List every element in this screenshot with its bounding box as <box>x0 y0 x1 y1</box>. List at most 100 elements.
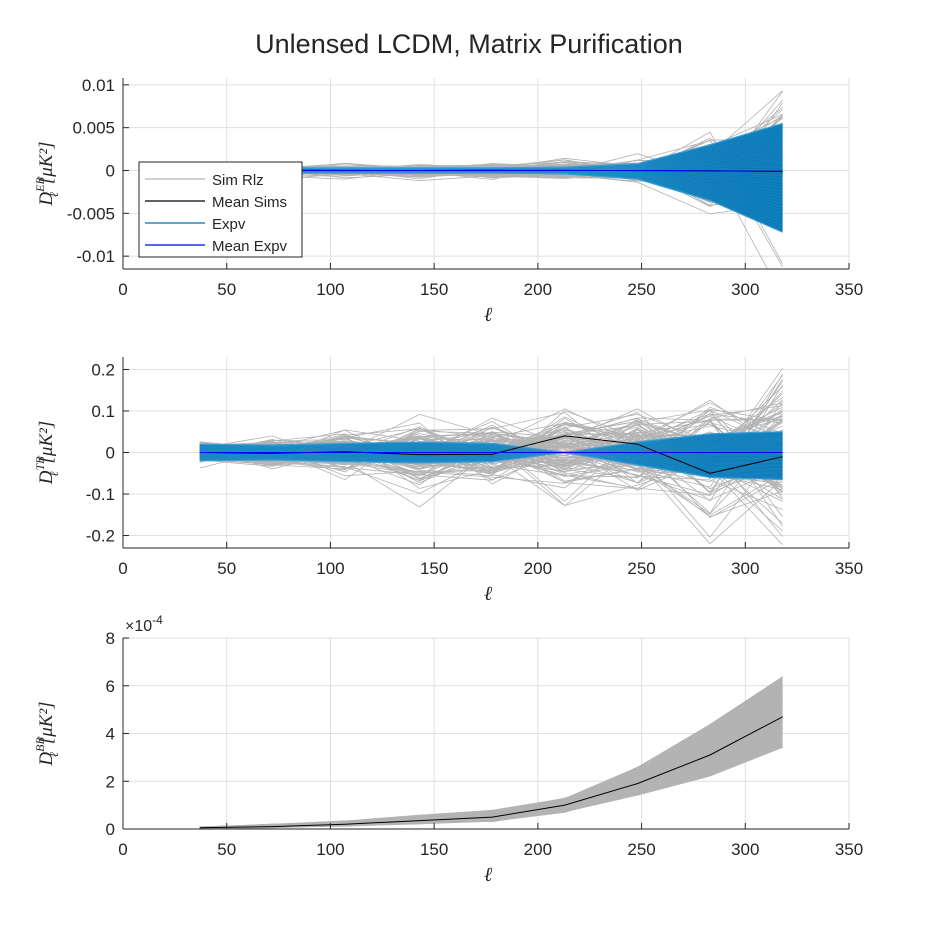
plot-area-tb <box>199 368 783 546</box>
x-tick-label: 350 <box>835 559 863 578</box>
x-tick-label: 200 <box>524 280 552 299</box>
x-tick-label: 250 <box>627 280 655 299</box>
x-tick-label: 300 <box>731 280 759 299</box>
expv-line <box>199 452 783 473</box>
x-tick-label: 150 <box>420 840 448 859</box>
expv-line <box>199 448 783 453</box>
sim-realization-line <box>199 730 783 829</box>
expv-line <box>199 440 783 453</box>
y-tick-label: 0 <box>106 820 115 839</box>
legend-label: Mean Sims <box>212 194 287 211</box>
expv-line <box>199 452 783 466</box>
legend-label: Expv <box>212 216 246 233</box>
y-tick-label: 0 <box>106 162 115 181</box>
plot-area-eb <box>272 90 783 269</box>
x-tick-label: 300 <box>731 559 759 578</box>
x-tick-label: 100 <box>316 280 344 299</box>
y-label-main: D <box>36 192 57 207</box>
legend-label: Mean Expv <box>212 238 288 255</box>
expv-band-edge <box>199 451 783 481</box>
expv-line <box>199 452 783 469</box>
y-exponent-power: -4 <box>152 613 163 627</box>
expv-band-edge <box>199 431 783 454</box>
x-tick-label: 200 <box>524 840 552 859</box>
y-label-sup: EB <box>33 176 47 192</box>
expv-line <box>199 452 783 477</box>
y-label-unit: [μK²] <box>36 141 57 184</box>
expv-line <box>199 450 783 453</box>
expv-line <box>199 452 783 476</box>
x-axis-label: ℓ <box>484 864 493 886</box>
y-label-sup: TB <box>33 456 47 471</box>
expv-line <box>199 452 783 472</box>
y-label-unit: [μK²] <box>36 421 57 464</box>
panel-bb: 0 50 100 150 200 250 300 35002468×10-4ℓDBBℓ[μK²… <box>33 613 863 886</box>
x-tick-label: 150 <box>420 559 448 578</box>
y-tick-label: 0.01 <box>82 76 115 95</box>
x-axis-label: ℓ <box>484 304 493 326</box>
x-tick-label: 300 <box>731 840 759 859</box>
x-tick-label: 200 <box>524 559 552 578</box>
sim-realization-line <box>199 692 783 828</box>
x-tick-label: 100 <box>316 559 344 578</box>
legend-label: Sim Rlz <box>212 172 264 189</box>
x-tick-label: 0 <box>118 280 127 299</box>
expv-line <box>199 436 783 453</box>
expv-line <box>199 441 783 453</box>
expv-line <box>199 452 783 461</box>
x-tick-label: 350 <box>835 280 863 299</box>
expv-line <box>199 452 783 464</box>
expv-line <box>199 452 783 471</box>
y-label-sub: ℓ <box>47 471 61 476</box>
y-label-sub: ℓ <box>47 752 61 757</box>
expv-line <box>199 437 783 453</box>
y-label-sup: BB <box>33 736 47 751</box>
y-label-unit: [μK²] <box>36 701 57 744</box>
x-tick-label: 250 <box>627 840 655 859</box>
y-tick-label: -0.005 <box>67 204 115 223</box>
y-tick-label: 4 <box>106 725 115 744</box>
y-axis-label: DBBℓ [μK²] <box>33 701 61 766</box>
y-tick-label: 2 <box>106 772 115 791</box>
y-tick-label: 8 <box>106 629 115 648</box>
expv-line <box>199 444 783 453</box>
expv-line <box>199 433 783 453</box>
y-axis-label: DTBℓ [μK²] <box>33 421 61 485</box>
expv-line <box>199 452 783 475</box>
y-tick-label: -0.2 <box>86 527 115 546</box>
expv-line <box>199 445 783 453</box>
y-exponent-label: ×10-4 <box>125 613 163 635</box>
x-tick-label: 350 <box>835 840 863 859</box>
x-tick-label: 100 <box>316 840 344 859</box>
expv-line <box>199 443 783 453</box>
y-tick-label: 0.2 <box>91 360 115 379</box>
y-label-main: D <box>36 470 57 485</box>
series-mean-sims <box>199 716 783 829</box>
expv-line <box>199 452 783 462</box>
expv-line <box>199 449 783 453</box>
x-tick-label: 50 <box>217 840 236 859</box>
y-tick-label: 0 <box>106 444 115 463</box>
x-tick-label: 50 <box>217 280 236 299</box>
x-tick-label: 0 <box>118 840 127 859</box>
x-axis-label: ℓ <box>484 583 493 605</box>
sim-realization-line <box>199 675 783 828</box>
y-tick-label: 0.005 <box>72 119 115 138</box>
y-tick-label: -0.01 <box>76 247 115 266</box>
x-tick-label: 50 <box>217 559 236 578</box>
expv-line <box>199 452 783 465</box>
expv-line <box>199 447 783 453</box>
expv-line <box>199 435 783 453</box>
x-tick-label: 250 <box>627 559 655 578</box>
x-tick-label: 150 <box>420 280 448 299</box>
y-label-main: D <box>36 752 57 767</box>
y-label-sub: ℓ <box>47 192 61 197</box>
y-tick-label: 0.1 <box>91 402 115 421</box>
panel-tb: 0 50 100 150 200 250 300 350-0.2-0.100.10.2ℓDTB… <box>33 357 863 605</box>
figure-title: Unlensed LCDM, Matrix Purification <box>255 29 683 59</box>
expv-line <box>199 442 783 453</box>
legend: Sim Rlz Mean Sims Expv Mean Expv <box>138 161 303 258</box>
plot-area-bb <box>199 675 783 829</box>
y-tick-label: -0.1 <box>86 485 115 504</box>
